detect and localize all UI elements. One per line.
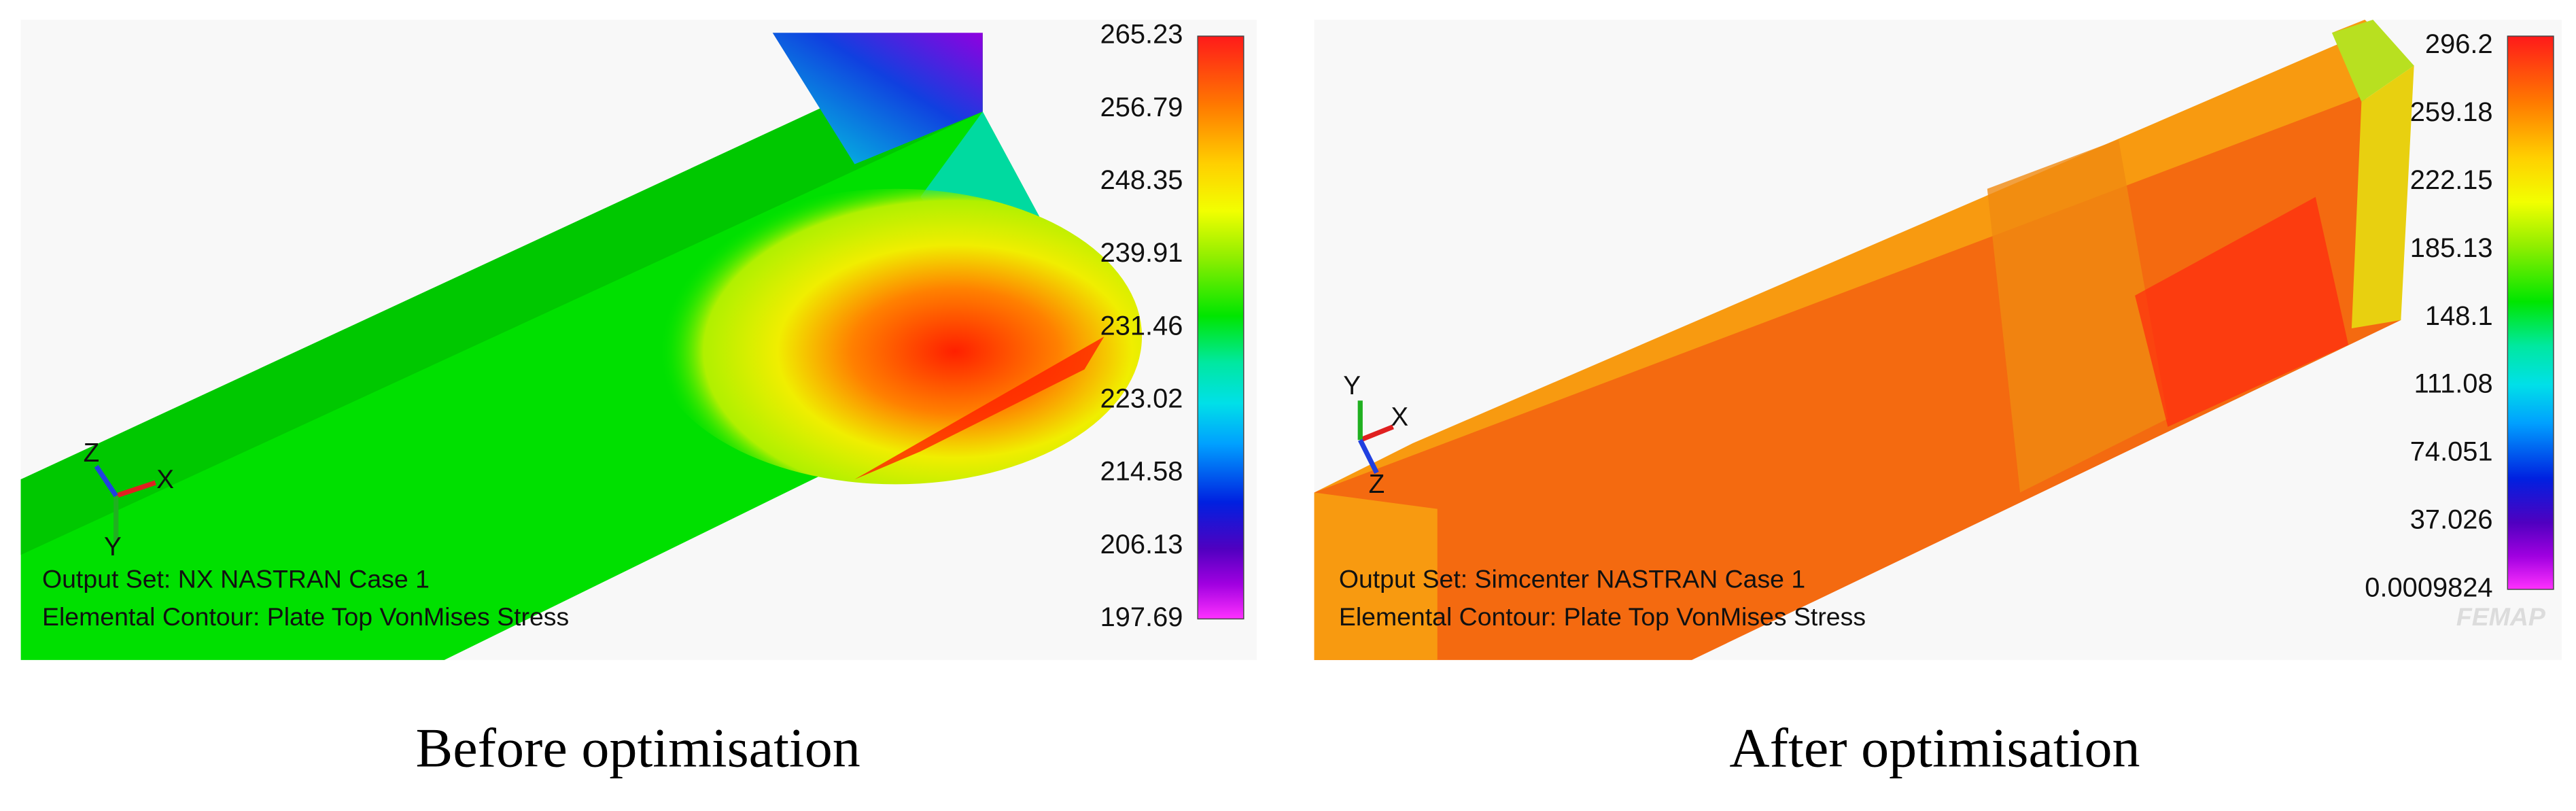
legend-label: 222.15: [2410, 165, 2493, 195]
contour-type: Elemental Contour: Plate Top VonMises St…: [1339, 602, 1866, 631]
triad-axis: [1359, 424, 1394, 443]
corner-stress: [772, 33, 983, 165]
end-strip: [2351, 65, 2414, 328]
triad-axis: [1358, 438, 1379, 474]
triad-label: Y: [1343, 371, 1361, 400]
legend-label: 74.051: [2410, 437, 2493, 467]
legend-label: 185.13: [2410, 233, 2493, 263]
legend-label: 148.1: [2425, 301, 2493, 331]
legend-label: 111.08: [2414, 369, 2493, 399]
caption: Before optimisation: [415, 717, 860, 778]
legend-label: 214.58: [1100, 457, 1183, 487]
legend-label: 259.18: [2410, 97, 2493, 127]
legend-label: 231.46: [1100, 311, 1183, 341]
output-set: Output Set: Simcenter NASTRAN Case 1: [1339, 565, 1805, 593]
color-bar: [1197, 35, 1245, 620]
watermark: FEMAP: [2456, 602, 2546, 631]
legend-label: 256.79: [1100, 92, 1183, 122]
legend-label: 0.0009824: [2365, 573, 2492, 603]
legend-label: 296.2: [2425, 29, 2493, 59]
triad-label: Z: [84, 438, 100, 468]
triad-label: Y: [104, 532, 122, 562]
caption: After optimisation: [1729, 717, 2140, 778]
end-block: [1314, 492, 1438, 660]
patch: [2135, 196, 2349, 427]
beam-flange: [1314, 19, 2414, 493]
color-bar: [2507, 35, 2554, 590]
triad-label: Z: [1369, 470, 1385, 499]
output-set: Output Set: NX NASTRAN Case 1: [42, 565, 430, 593]
triad-axis: [94, 464, 118, 498]
beam-flange: [20, 33, 983, 555]
corner-low: [2331, 19, 2414, 102]
legend-label: 223.02: [1100, 383, 1183, 413]
legend-label: 248.35: [1100, 165, 1183, 195]
legend-label: 239.91: [1100, 238, 1183, 268]
beam-web: [1314, 36, 2401, 660]
legend-label: 206.13: [1100, 530, 1183, 559]
legend-label: 265.23: [1100, 20, 1183, 50]
legend-label: 37.026: [2410, 505, 2493, 535]
hotspot: [649, 188, 1143, 485]
triad-axis: [115, 480, 156, 498]
contour-type: Elemental Contour: Plate Top VonMises St…: [42, 602, 569, 631]
triad-label: X: [1391, 402, 1408, 432]
legend-label: 197.69: [1100, 602, 1183, 632]
triad-label: X: [156, 465, 174, 494]
patch: [1987, 139, 2168, 493]
